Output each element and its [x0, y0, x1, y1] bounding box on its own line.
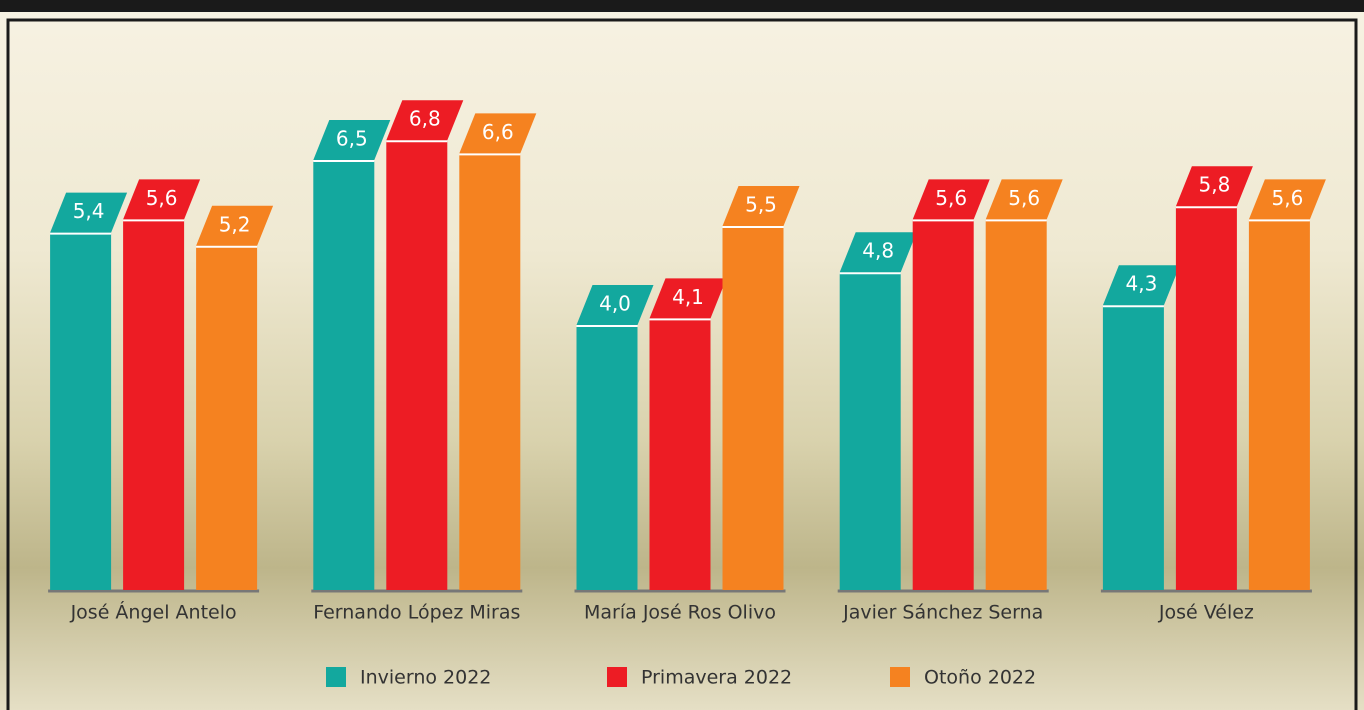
value-label: 5,6 [1008, 186, 1040, 210]
value-label: 6,5 [336, 127, 368, 151]
chart: 5,4 5,6 5,2 José Ángel Antelo 6,5 6,8 6,6 Ferna… [0, 0, 1364, 710]
x-tick-label: José Vélez [1158, 602, 1254, 624]
value-label: 5,8 [1198, 173, 1230, 197]
bar [1176, 207, 1237, 590]
bar [913, 220, 974, 590]
value-label: 4,3 [1125, 272, 1157, 296]
page: 5,4 5,6 5,2 José Ángel Antelo 6,5 6,8 6,6 Ferna… [0, 0, 1364, 710]
value-label: 5,6 [1271, 186, 1303, 210]
bar [1249, 220, 1310, 590]
value-label: 5,4 [73, 199, 105, 223]
bar [986, 220, 1047, 590]
bar [459, 154, 520, 590]
bar [577, 326, 638, 590]
value-label: 4,8 [862, 239, 894, 263]
top-bar [0, 0, 1364, 12]
legend-label: Primavera 2022 [641, 667, 792, 689]
bar [1103, 306, 1164, 590]
value-label: 6,8 [409, 107, 441, 131]
legend-swatch [890, 667, 910, 687]
x-tick-label: María José Ros Olivo [584, 602, 776, 624]
legend-swatch [607, 667, 627, 687]
bar [840, 273, 901, 590]
bar [196, 247, 257, 590]
value-label: 6,6 [482, 120, 514, 144]
bar [123, 220, 184, 590]
bar [50, 234, 111, 590]
x-tick-label: José Ángel Antelo [70, 601, 237, 624]
legend-swatch [326, 667, 346, 687]
value-label: 4,1 [672, 285, 704, 309]
value-label: 5,6 [146, 186, 178, 210]
bar [313, 161, 374, 590]
bar [386, 141, 447, 590]
legend-label: Otoño 2022 [924, 667, 1036, 689]
bar [723, 227, 784, 590]
bar [650, 319, 711, 590]
value-label: 5,6 [935, 186, 967, 210]
x-tick-label: Fernando López Miras [313, 602, 520, 624]
value-label: 5,5 [745, 193, 777, 217]
value-label: 5,2 [219, 212, 251, 236]
legend-label: Invierno 2022 [360, 667, 491, 689]
value-label: 4,0 [599, 292, 631, 316]
x-tick-label: Javier Sánchez Serna [842, 602, 1043, 624]
